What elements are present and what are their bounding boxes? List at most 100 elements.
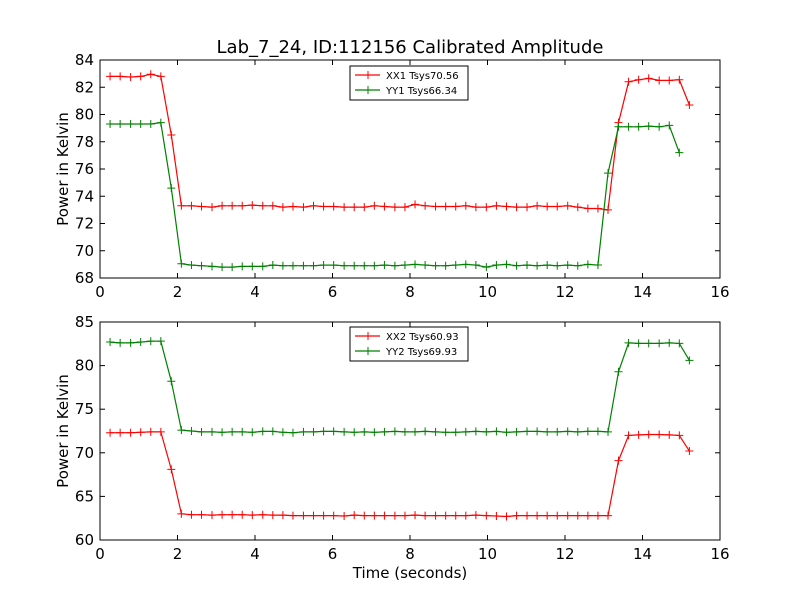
- data-point-marker: [421, 201, 430, 210]
- data-point-marker: [299, 261, 308, 270]
- data-point-marker: [634, 430, 643, 439]
- data-point-marker: [431, 202, 440, 211]
- data-point-marker: [156, 337, 165, 346]
- data-point-marker: [116, 428, 125, 437]
- data-point-marker: [665, 338, 674, 347]
- data-point-marker: [187, 201, 196, 210]
- x-tick-label: 6: [328, 283, 338, 301]
- data-point-marker: [675, 75, 684, 84]
- data-point-marker: [106, 338, 115, 347]
- data-point-marker: [340, 512, 349, 521]
- data-point-marker: [471, 511, 480, 520]
- data-point-marker: [502, 512, 511, 521]
- data-point-marker: [644, 339, 653, 348]
- data-point-marker: [238, 262, 247, 271]
- data-point-marker: [461, 427, 470, 436]
- x-tick-label: 12: [555, 283, 574, 301]
- data-point-marker: [400, 427, 409, 436]
- data-point-marker: [655, 339, 664, 348]
- data-point-marker: [350, 428, 359, 437]
- data-point-marker: [471, 427, 480, 436]
- data-point-marker: [400, 511, 409, 520]
- legend-label: XX1 Tsys70.56: [386, 71, 459, 82]
- data-point-marker: [360, 511, 369, 520]
- y-tick-label: 70: [75, 242, 94, 260]
- data-point-marker: [268, 511, 277, 520]
- data-point-marker: [136, 338, 145, 347]
- data-point-marker: [329, 261, 338, 270]
- data-point-marker: [482, 263, 491, 272]
- data-point-marker: [268, 427, 277, 436]
- data-point-marker: [380, 511, 389, 520]
- data-point-marker: [288, 511, 297, 520]
- data-point-marker: [543, 427, 552, 436]
- data-point-marker: [187, 427, 196, 435]
- data-point-marker: [421, 427, 430, 436]
- data-point-marker: [400, 203, 409, 212]
- data-point-marker: [604, 169, 613, 178]
- data-point-marker: [451, 428, 460, 437]
- data-point-marker: [461, 201, 470, 210]
- data-point-marker: [634, 339, 643, 348]
- legend-box: [349, 65, 469, 101]
- data-point-marker: [431, 511, 440, 520]
- x-tick-label: 0: [95, 283, 105, 301]
- data-point-marker: [288, 428, 297, 437]
- data-point-marker: [411, 260, 420, 269]
- data-point-marker: [197, 427, 206, 436]
- data-point-marker: [614, 122, 623, 131]
- data-point-marker: [126, 120, 135, 129]
- data-point-marker: [299, 511, 308, 520]
- x-tick-label: 4: [250, 545, 260, 563]
- data-point-marker: [451, 202, 460, 211]
- data-point-marker: [268, 261, 277, 270]
- data-point-marker: [187, 261, 196, 270]
- data-point-marker: [248, 201, 257, 210]
- y-tick-label: 75: [75, 400, 94, 418]
- data-point-marker: [533, 427, 542, 436]
- x-tick-label: 10: [478, 545, 497, 563]
- data-point-marker: [146, 337, 155, 346]
- data-point-marker: [583, 511, 592, 520]
- data-point-marker: [492, 261, 501, 270]
- data-point-marker: [187, 510, 196, 519]
- data-point-marker: [218, 263, 227, 272]
- legend-label: XX2 Tsys60.93: [386, 332, 459, 343]
- data-point-marker: [431, 427, 440, 436]
- y-tick-label: 76: [75, 160, 94, 178]
- x-tick-label: 14: [633, 545, 652, 563]
- data-point-marker: [655, 430, 664, 439]
- y-tick-label: 85: [75, 313, 94, 331]
- data-point-marker: [411, 200, 420, 209]
- data-point-marker: [492, 201, 501, 210]
- legend: XX2 Tsys60.93 YY2 Tsys69.93: [349, 326, 469, 362]
- legend-box: [349, 326, 469, 362]
- data-point-marker: [106, 428, 115, 437]
- data-point-marker: [319, 261, 328, 270]
- data-point-marker: [624, 338, 633, 347]
- data-point-marker: [553, 202, 562, 211]
- data-point-marker: [288, 202, 297, 211]
- data-point-marker: [309, 201, 318, 210]
- x-tick-label: 6: [328, 545, 338, 563]
- data-point-marker: [278, 261, 287, 270]
- data-point-marker: [238, 427, 247, 436]
- data-point-marker: [177, 201, 186, 210]
- data-point-marker: [146, 70, 155, 79]
- data-point-marker: [390, 427, 399, 436]
- data-point-marker: [106, 72, 115, 81]
- data-point-marker: [370, 428, 379, 437]
- data-point-marker: [553, 261, 562, 270]
- data-point-marker: [309, 511, 318, 520]
- y-tick-label: 74: [75, 187, 94, 205]
- data-point-marker: [309, 261, 318, 270]
- data-point-marker: [451, 511, 460, 520]
- data-point-marker: [268, 201, 277, 210]
- data-point-marker: [197, 202, 206, 211]
- data-point-marker: [167, 130, 176, 139]
- x-tick-label: 0: [95, 545, 105, 563]
- data-point-marker: [126, 73, 135, 82]
- series-line-red: [110, 431, 690, 518]
- y-tick-label: 80: [75, 357, 94, 375]
